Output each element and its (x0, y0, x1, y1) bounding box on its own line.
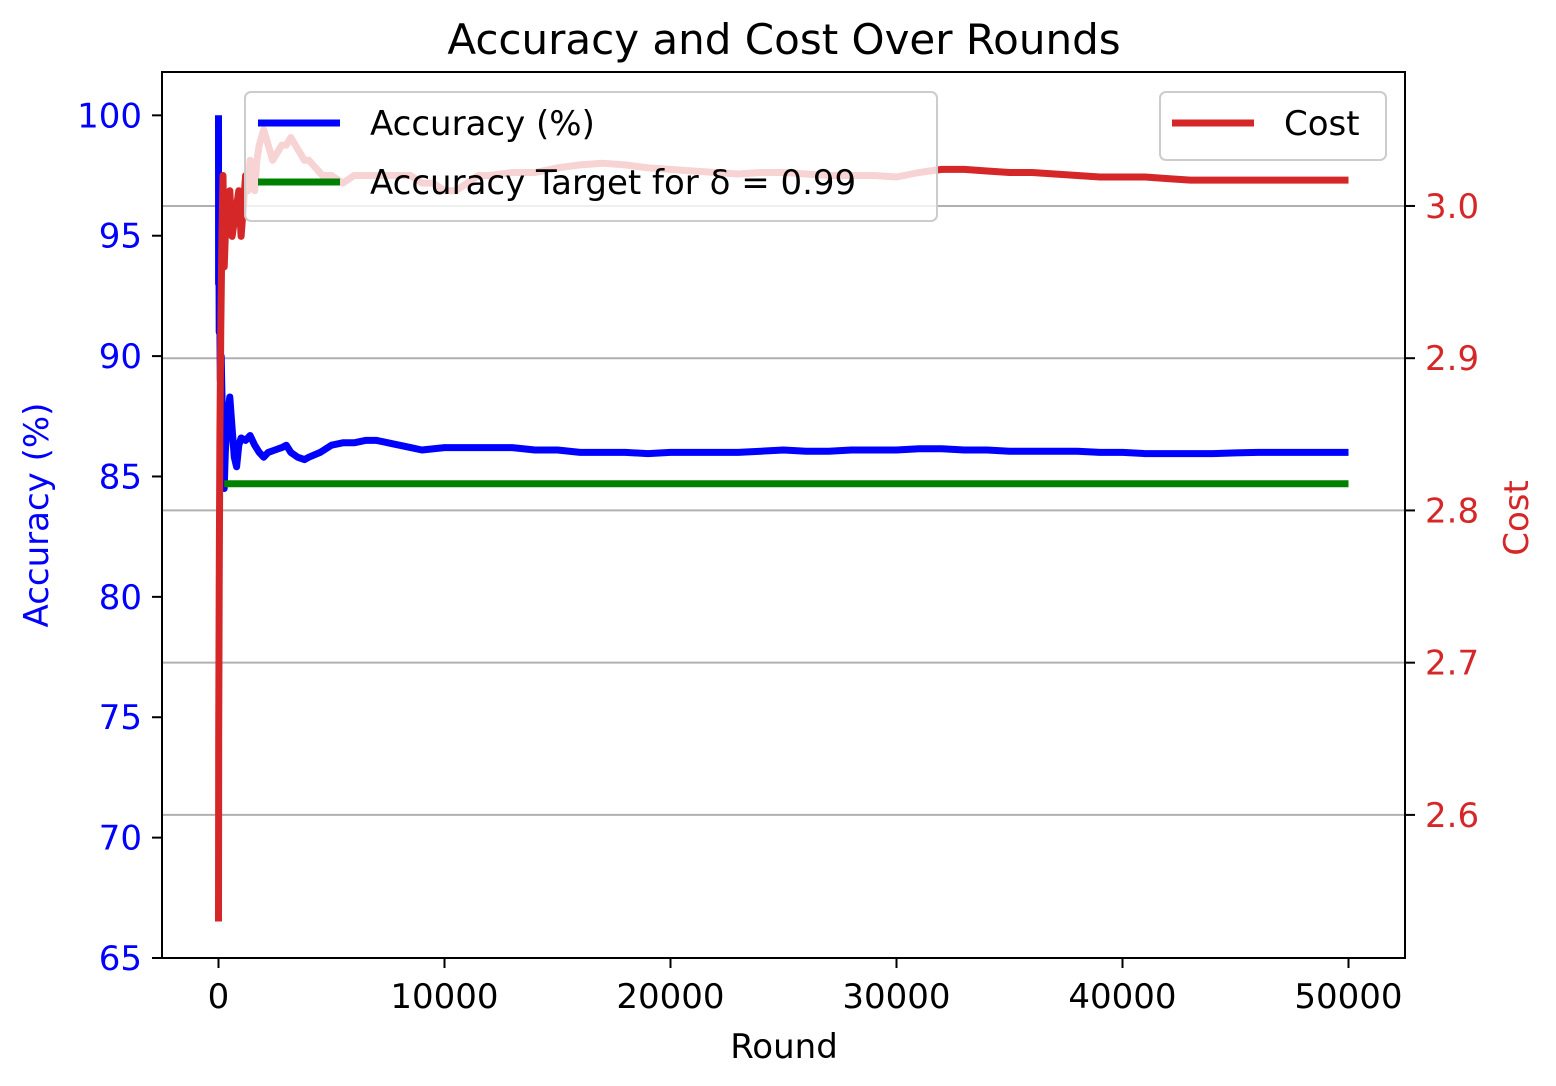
x-tick-label: 0 (208, 977, 230, 1017)
right-y-axis: 2.6 2.7 2.8 2.9 3.0 (1405, 187, 1479, 836)
legend-box (244, 91, 938, 222)
right-y-tick-label: 3.0 (1425, 187, 1479, 227)
chart-title: Accuracy and Cost Over Rounds (447, 15, 1120, 64)
right-y-tick-label: 2.8 (1425, 491, 1479, 531)
legend-accuracy: Accuracy (%) Accuracy Target for δ = 0.9… (244, 91, 938, 222)
x-tick-label: 10000 (390, 977, 498, 1017)
legend-cost: Cost (1159, 91, 1387, 161)
left-y-tick-label: 65 (99, 939, 142, 979)
left-y-axis: 65 70 75 80 85 90 95 100 (77, 96, 162, 979)
x-tick-label: 50000 (1294, 977, 1402, 1017)
legend-label-target: Accuracy Target for δ = 0.99 (370, 163, 856, 203)
right-y-axis-label: Cost (1497, 480, 1537, 556)
legend-label-accuracy: Accuracy (%) (370, 104, 595, 144)
plot-frame (161, 71, 1406, 959)
left-y-axis-label: Accuracy (%) (17, 403, 57, 628)
left-y-tick-label: 90 (99, 337, 142, 377)
right-y-tick-label: 2.6 (1425, 796, 1479, 836)
left-y-tick-label: 80 (99, 578, 142, 618)
grid-lines (162, 204, 1405, 816)
right-y-tick-label: 2.9 (1425, 339, 1479, 379)
left-y-tick-label: 70 (99, 819, 142, 859)
x-axis-label: Round (730, 1027, 838, 1067)
left-y-tick-label: 95 (99, 217, 142, 257)
accuracy-line (215, 115, 1349, 492)
left-y-tick-label: 85 (99, 457, 142, 497)
legend-label-cost: Cost (1284, 104, 1360, 144)
left-y-tick-label: 75 (99, 698, 142, 738)
right-y-tick-label: 2.7 (1425, 644, 1479, 684)
x-axis: 0 10000 20000 30000 40000 50000 (208, 958, 1403, 1017)
x-tick-label: 20000 (616, 977, 724, 1017)
x-tick-label: 30000 (842, 977, 950, 1017)
x-tick-label: 40000 (1068, 977, 1176, 1017)
legend-box (1159, 91, 1387, 161)
left-y-tick-label: 100 (77, 96, 142, 136)
